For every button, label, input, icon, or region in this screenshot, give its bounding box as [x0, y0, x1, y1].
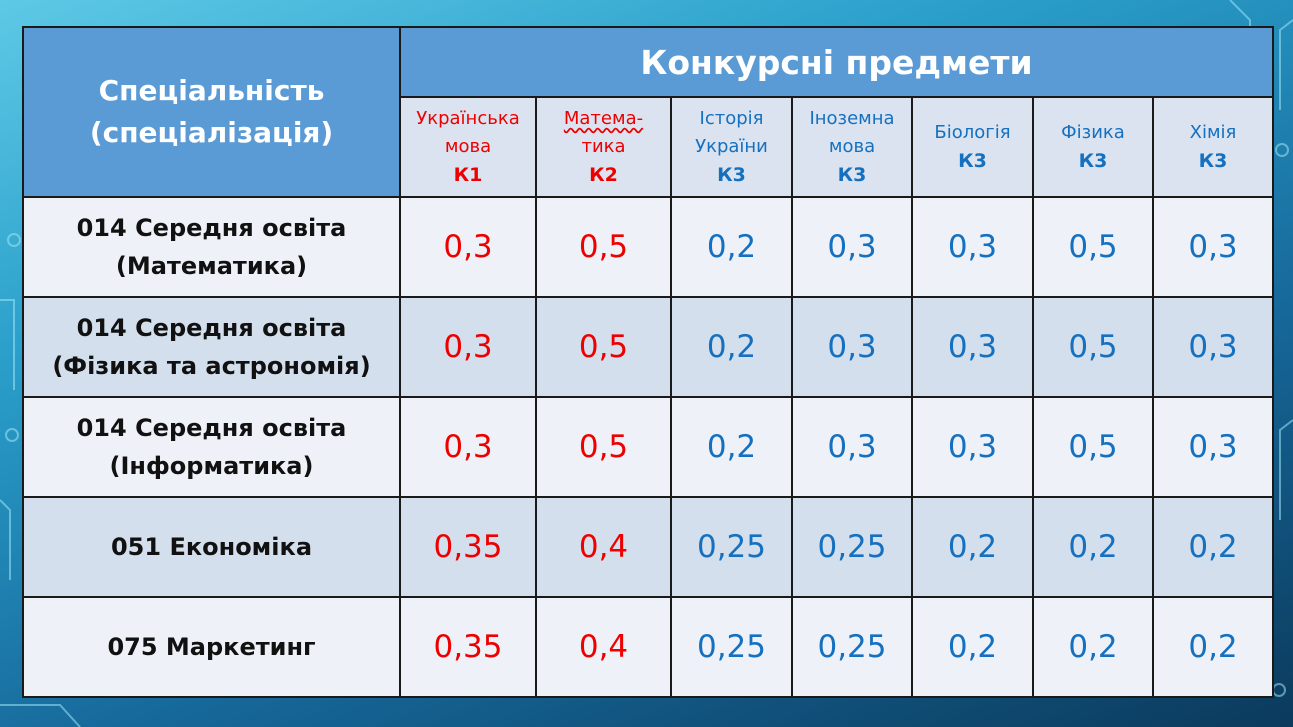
specialty-name: 014 Середня освіта (Інформатика)	[22, 396, 401, 498]
coefficient-cell: 0,3	[911, 396, 1034, 498]
specialty-line2: (Інформатика)	[109, 452, 314, 480]
coefficient-cell: 0,2	[670, 196, 793, 298]
subject-code: К2	[589, 164, 618, 186]
coefficient-cell: 0,3	[1152, 296, 1274, 398]
coefficient-cell: 0,3	[1152, 196, 1274, 298]
coefficient-cell: 0,4	[535, 496, 672, 598]
subject-code: К3	[717, 164, 746, 186]
coefficient-cell: 0,2	[1152, 496, 1274, 598]
coefficient-cell: 0,3	[399, 396, 537, 498]
table-row: 075 Маркетинг 0,35 0,4 0,25 0,25 0,2 0,2…	[22, 596, 1274, 698]
specialty-name: 051 Економіка	[22, 496, 401, 598]
coefficient-cell: 0,5	[1032, 196, 1154, 298]
specialty-header-line2: (спеціалізація)	[89, 116, 334, 149]
subject-name: мова	[828, 136, 876, 157]
subject-code: К3	[1078, 150, 1108, 172]
coefficient-cell: 0,2	[1032, 496, 1154, 598]
subject-header-ukrainian: Українська мова К1	[399, 96, 537, 198]
subject-name: Українська	[416, 108, 520, 129]
coefficient-cell: 0,2	[911, 496, 1034, 598]
coefficient-cell: 0,2	[670, 396, 793, 498]
coefficient-cell: 0,3	[911, 196, 1034, 298]
subject-name: Матема-	[563, 108, 644, 129]
table-row: 014 Середня освіта (Фізика та астрономія…	[22, 296, 1274, 398]
subject-code: К3	[837, 164, 867, 186]
subject-header-history: Історія України К3	[670, 96, 793, 198]
subject-name: України	[695, 136, 768, 157]
coefficient-cell: 0,3	[791, 296, 913, 398]
coefficient-cell: 0,35	[399, 496, 537, 598]
specialty-name: 014 Середня освіта (Фізика та астрономія…	[22, 296, 401, 398]
subject-name: Хімія	[1189, 122, 1237, 143]
coefficient-cell: 0,5	[535, 196, 672, 298]
specialty-header: Спеціальність (спеціалізація)	[22, 26, 401, 198]
coefficient-cell: 0,5	[1032, 396, 1154, 498]
subject-code: К3	[1198, 150, 1228, 172]
coefficient-cell: 0,25	[670, 596, 793, 698]
coefficient-cell: 0,4	[535, 596, 672, 698]
specialty-line2: (Фізика та астрономія)	[52, 352, 371, 380]
table-row: 014 Середня освіта (Інформатика) 0,3 0,5…	[22, 396, 1274, 498]
coefficient-cell: 0,2	[911, 596, 1034, 698]
coefficient-cell: 0,3	[911, 296, 1034, 398]
coefficient-cell: 0,3	[399, 296, 537, 398]
subjects-group-header: Конкурсні предмети	[399, 26, 1274, 98]
specialty-header-line1: Спеціальність	[98, 74, 325, 107]
coefficient-cell: 0,5	[1032, 296, 1154, 398]
coefficient-cell: 0,3	[399, 196, 537, 298]
subjects-table: Спеціальність (спеціалізація) Конкурсні …	[22, 26, 1274, 698]
subject-header-foreign-language: Іноземна мова К3	[791, 96, 913, 198]
specialty-line1: 014 Середня освіта	[76, 214, 347, 242]
subject-header-biology: Біологія К3	[911, 96, 1034, 198]
subject-code: К1	[453, 164, 483, 186]
specialty-name: 075 Маркетинг	[22, 596, 401, 698]
coefficient-cell: 0,35	[399, 596, 537, 698]
coefficient-cell: 0,25	[791, 596, 913, 698]
coefficient-cell: 0,3	[1152, 396, 1274, 498]
subject-code: К3	[958, 150, 987, 172]
table-row: 014 Середня освіта (Математика) 0,3 0,5 …	[22, 196, 1274, 298]
coefficient-cell: 0,3	[791, 396, 913, 498]
specialty-line2: (Математика)	[115, 252, 308, 280]
table-row: 051 Економіка 0,35 0,4 0,25 0,25 0,2 0,2…	[22, 496, 1274, 598]
subject-header-physics: Фізика К3	[1032, 96, 1154, 198]
specialty-name: 014 Середня освіта (Математика)	[22, 196, 401, 298]
subject-name: Іноземна	[809, 108, 895, 129]
specialty-line1: 014 Середня освіта	[76, 414, 347, 442]
coefficient-cell: 0,5	[535, 296, 672, 398]
subject-header-chemistry: Хімія К3	[1152, 96, 1274, 198]
coefficient-cell: 0,25	[791, 496, 913, 598]
coefficient-cell: 0,5	[535, 396, 672, 498]
subject-name: мова	[444, 136, 492, 157]
coefficient-cell: 0,2	[670, 296, 793, 398]
specialty-line1: 014 Середня освіта	[76, 314, 347, 342]
coefficient-cell: 0,2	[1032, 596, 1154, 698]
subject-name: тика	[581, 136, 626, 157]
subject-name: Біологія	[934, 122, 1011, 143]
coefficient-cell: 0,3	[791, 196, 913, 298]
subject-name: Фізика	[1061, 122, 1125, 143]
coefficient-cell: 0,25	[670, 496, 793, 598]
coefficient-cell: 0,2	[1152, 596, 1274, 698]
subject-name: Історія	[699, 108, 764, 129]
subject-header-math: Матема- тика К2	[535, 96, 672, 198]
